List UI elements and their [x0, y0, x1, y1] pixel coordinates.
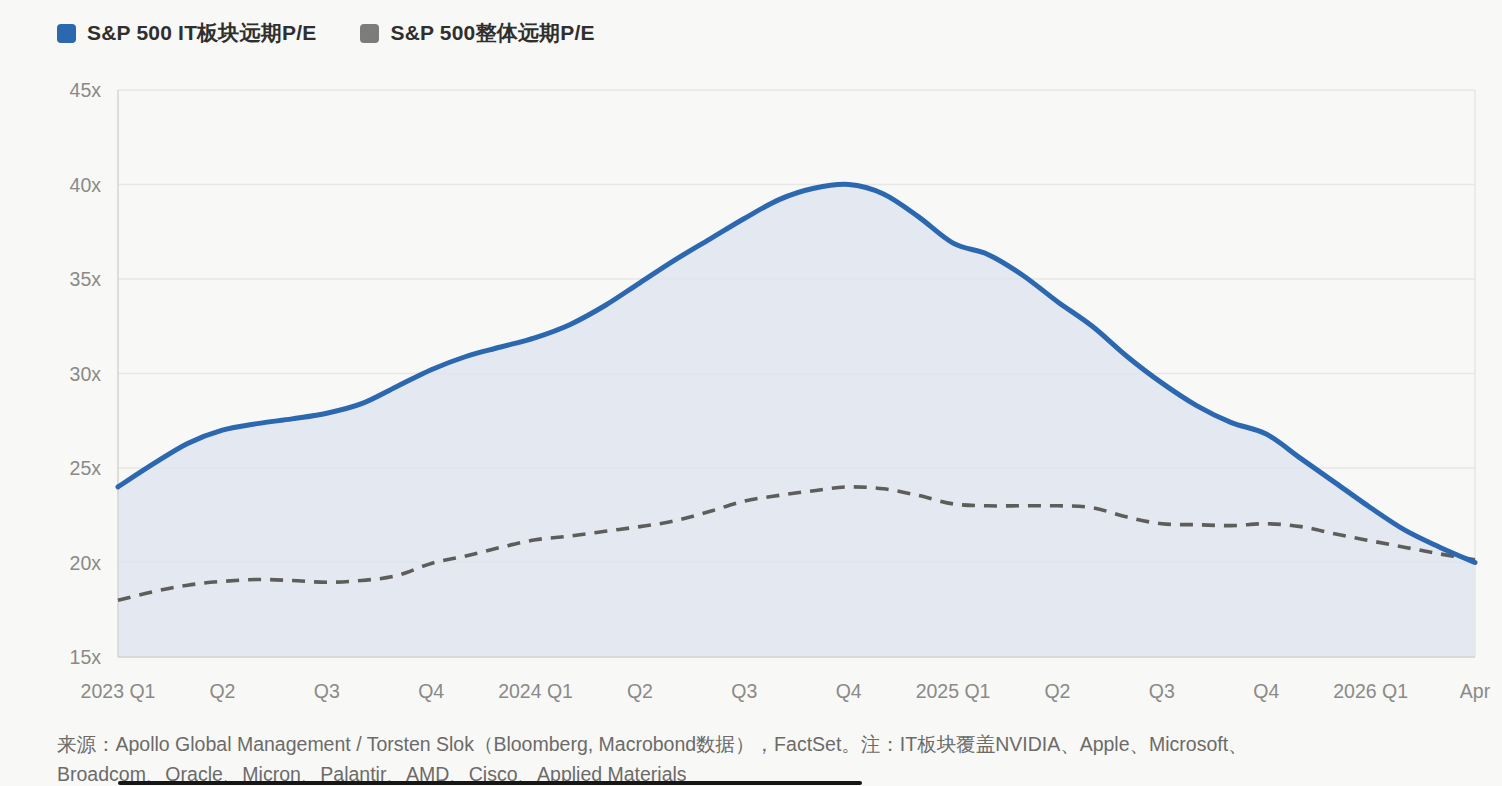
x-tick-label: 2023 Q1: [81, 680, 156, 702]
x-tick-label: Q3: [314, 680, 340, 702]
x-tick-label: 2025 Q1: [916, 680, 991, 702]
x-tick-label: Q2: [627, 680, 653, 702]
x-tick-label: Q4: [418, 680, 444, 702]
it-pe-area-fill: [118, 184, 1475, 657]
y-tick-label: 40x: [70, 174, 102, 196]
x-tick-label: Q4: [1253, 680, 1279, 702]
chart-page: S&P 500 IT板块远期P/E S&P 500整体远期P/E 45x40x3…: [0, 0, 1502, 786]
x-tick-label: Q3: [731, 680, 757, 702]
x-tick-label: Q2: [1044, 680, 1070, 702]
y-tick-label: 35x: [70, 268, 102, 290]
x-tick-label: Q4: [836, 680, 862, 702]
y-tick-label: 25x: [70, 457, 102, 479]
x-tick-label: 2024 Q1: [498, 680, 573, 702]
x-tick-label: Apr: [1460, 680, 1491, 702]
y-tick-label: 15x: [70, 646, 102, 668]
bottom-bar: [118, 781, 862, 785]
x-tick-label: Q2: [209, 680, 235, 702]
y-tick-label: 45x: [70, 79, 102, 101]
y-tick-label: 30x: [70, 363, 102, 385]
source-note-line1: 来源：Apollo Global Management / Torsten Sl…: [57, 729, 1457, 759]
y-tick-label: 20x: [70, 552, 102, 574]
source-note: 来源：Apollo Global Management / Torsten Sl…: [57, 729, 1457, 786]
x-tick-label: Q3: [1149, 680, 1175, 702]
pe-ratio-chart: 45x 40x 35x 30x 25x 20x 15x 2023 Q1 Q2 Q3 Q4 2024 Q…: [0, 0, 1502, 786]
x-tick-label: 2026 Q1: [1333, 680, 1408, 702]
